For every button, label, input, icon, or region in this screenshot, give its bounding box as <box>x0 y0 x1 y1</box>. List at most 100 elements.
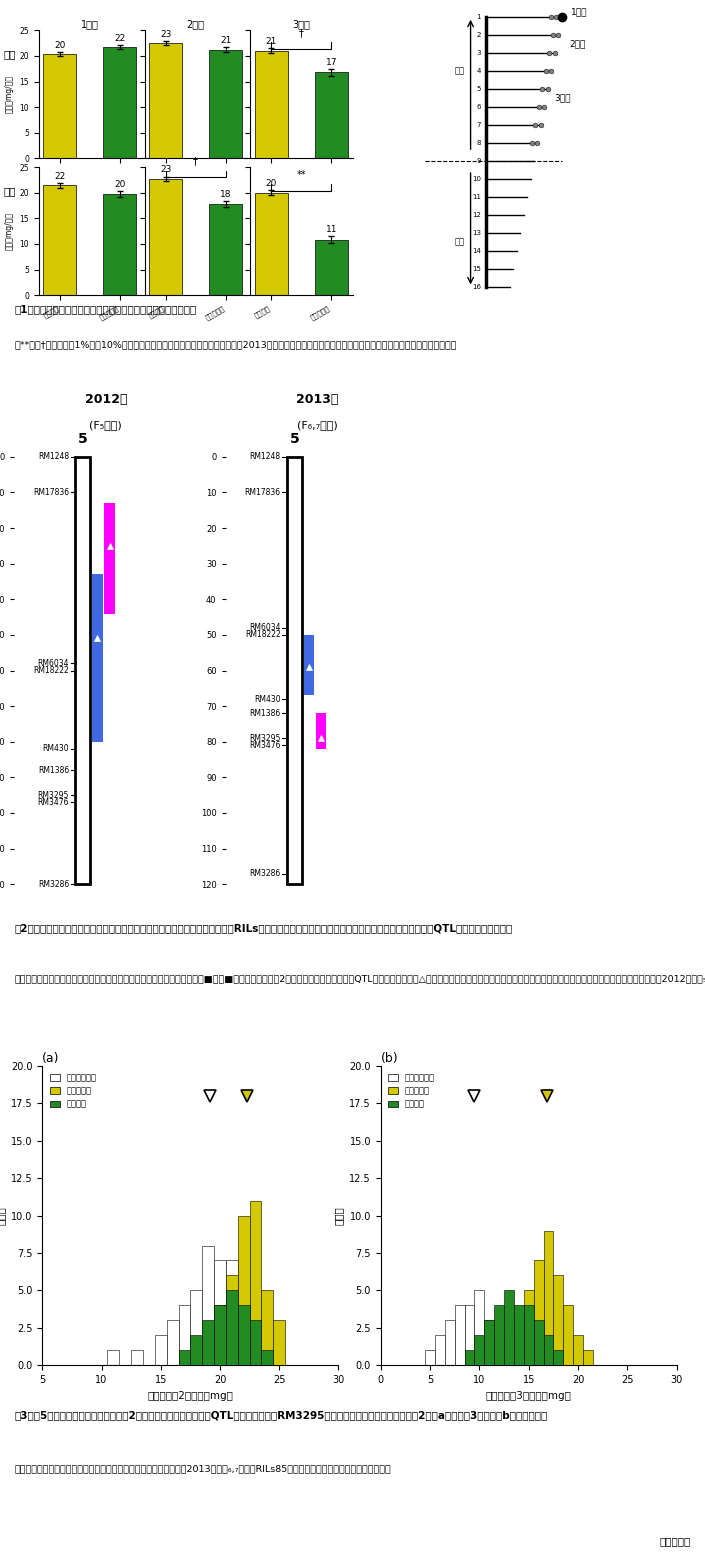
Text: **及び†はそれぞれ1%及び10%水準で有意。茨城県つくばみらい市において〓2013年に「タカナリ」及び「モミロマン」を栄培して得たデータを解析した。: **及び†はそれぞれ1%及び10%水準で有意。茨城県つくばみらい市において〓20… <box>14 340 457 349</box>
Bar <box>494 1335 504 1365</box>
Text: 図2　「タカナリ」と「モミロマン」との交雑に由来する組換え自殖系統群（RILs）の着粒位置別の登熟（粒重増加）に関与する量的遣伝子座（QTL）の染色体座乗位置: 図2 「タカナリ」と「モミロマン」との交雑に由来する組換え自殖系統群（RILs）… <box>14 924 513 933</box>
Text: 7: 7 <box>477 122 482 128</box>
Text: 上位: 上位 <box>455 67 465 75</box>
Text: 図3　第5染色体に検出した穂の下位の2次及び３次粒重に関与するQTL近傍のマーカーRM3295における遣伝子型別の穂の下位の2次（a）及び。3次粒重（b）の頻度: 図3 第5染色体に検出した穂の下位の2次及び３次粒重に関与するQTL近傍のマーカ… <box>14 1410 547 1420</box>
Bar <box>504 1335 514 1365</box>
Title: 3次籾: 3次籾 <box>293 20 310 30</box>
Bar <box>107 1351 119 1365</box>
Text: 16: 16 <box>472 284 482 290</box>
Bar <box>514 1306 524 1365</box>
Text: 23: 23 <box>160 30 171 39</box>
Text: 8: 8 <box>477 140 482 147</box>
Bar <box>274 1320 285 1365</box>
Bar <box>238 1320 250 1365</box>
Bar <box>226 1276 238 1365</box>
Text: 20: 20 <box>114 179 125 189</box>
Bar <box>209 50 242 158</box>
Text: 11: 11 <box>326 225 337 234</box>
Text: RM17836: RM17836 <box>245 488 281 498</box>
Bar <box>202 1245 214 1365</box>
Text: 14: 14 <box>472 248 482 254</box>
Bar <box>250 1201 262 1365</box>
Text: 15: 15 <box>472 267 482 273</box>
Bar <box>455 1306 465 1365</box>
Text: 22: 22 <box>54 172 66 181</box>
Bar <box>149 178 182 295</box>
Text: 矢印はそれぞれの平均値を示す。茨城県つくばみらい市において2013年にＦ₆,₇世代のRILs85系統を栄培して得たデータを解析した。: 矢印はそれぞれの平均値を示す。茨城県つくばみらい市において2013年にＦ₆,₇世… <box>14 1465 391 1473</box>
Text: RM1248: RM1248 <box>250 452 281 462</box>
Text: 5: 5 <box>290 432 299 446</box>
Bar <box>104 193 136 295</box>
Bar <box>262 1351 274 1365</box>
Bar <box>514 1351 524 1365</box>
Text: 染色体上部の数字は染色体番号を示し、左側の文字はマーカーを示す。■及び■はそれぞれ下位の2次及び３次粒重に関与するQTLを示し、上向きの△は「タカナリ」型の対立: 染色体上部の数字は染色体番号を示し、左側の文字はマーカーを示す。■及び■はそれぞ… <box>14 973 705 983</box>
Bar <box>214 1306 226 1365</box>
Bar <box>425 1351 435 1365</box>
Bar <box>75 457 90 885</box>
Text: RM18222: RM18222 <box>33 666 69 675</box>
Text: 3: 3 <box>477 50 482 56</box>
Text: RM3295: RM3295 <box>249 733 281 743</box>
Text: 22: 22 <box>114 34 125 42</box>
Text: 2: 2 <box>477 31 482 37</box>
Bar <box>44 186 76 295</box>
Bar <box>445 1320 455 1365</box>
Text: (a): (a) <box>42 1051 60 1064</box>
Bar <box>544 1335 553 1365</box>
Bar <box>178 1306 190 1365</box>
Bar <box>190 1290 202 1365</box>
Text: 2次籾: 2次籾 <box>570 39 586 48</box>
Bar <box>255 51 288 158</box>
Bar <box>534 1320 544 1365</box>
Text: RM1386: RM1386 <box>250 708 281 718</box>
Bar <box>202 1320 214 1365</box>
Bar <box>149 44 182 158</box>
Text: 11: 11 <box>472 193 482 200</box>
X-axis label: 穂の下位の3次粒重（mg）: 穂の下位の3次粒重（mg） <box>486 1390 572 1401</box>
Y-axis label: 粒重（mg/粒）: 粒重（mg/粒） <box>5 212 14 250</box>
Legend: モミロマン型, タカナリ型, ヘテロ型: モミロマン型, タカナリ型, ヘテロ型 <box>385 1070 439 1112</box>
Bar <box>166 1320 178 1365</box>
Text: 3次籾: 3次籾 <box>554 94 570 103</box>
Text: RM3286: RM3286 <box>38 880 69 889</box>
Bar <box>178 1351 190 1365</box>
Bar <box>92 574 103 741</box>
Text: 20: 20 <box>54 42 66 50</box>
Bar <box>155 1335 166 1365</box>
Text: （中野洋）: （中野洋） <box>660 1537 691 1546</box>
Y-axis label: 系統数: 系統数 <box>333 1206 344 1225</box>
Text: RM6034: RM6034 <box>249 624 281 632</box>
Text: RM430: RM430 <box>254 694 281 704</box>
Text: 6: 6 <box>477 105 482 111</box>
Bar <box>573 1335 583 1365</box>
Text: †: † <box>299 28 304 37</box>
Bar <box>504 1290 514 1365</box>
Text: 4: 4 <box>477 69 482 73</box>
Text: 23: 23 <box>160 165 171 175</box>
Bar <box>104 504 115 613</box>
Text: 21: 21 <box>220 36 231 45</box>
Title: 1次籾: 1次籾 <box>81 20 99 30</box>
Text: RM6034: RM6034 <box>37 658 69 668</box>
Text: RM17836: RM17836 <box>33 488 69 498</box>
Bar <box>524 1306 534 1365</box>
Text: RM3476: RM3476 <box>249 741 281 750</box>
Bar <box>304 635 314 696</box>
Bar <box>553 1276 563 1365</box>
Text: 下位: 下位 <box>455 237 465 246</box>
Bar <box>250 1351 262 1365</box>
Bar <box>287 457 302 885</box>
Text: 13: 13 <box>472 231 482 236</box>
Text: 5: 5 <box>78 432 87 446</box>
Bar <box>553 1351 563 1365</box>
Text: 下位: 下位 <box>4 187 16 197</box>
Bar <box>255 193 288 295</box>
Bar <box>214 1260 226 1365</box>
Bar <box>250 1320 262 1365</box>
Bar <box>315 240 348 295</box>
Bar <box>474 1335 484 1365</box>
Bar <box>315 72 348 158</box>
Text: 2012年: 2012年 <box>85 393 127 406</box>
Text: 18: 18 <box>220 190 231 200</box>
Bar <box>484 1320 494 1365</box>
